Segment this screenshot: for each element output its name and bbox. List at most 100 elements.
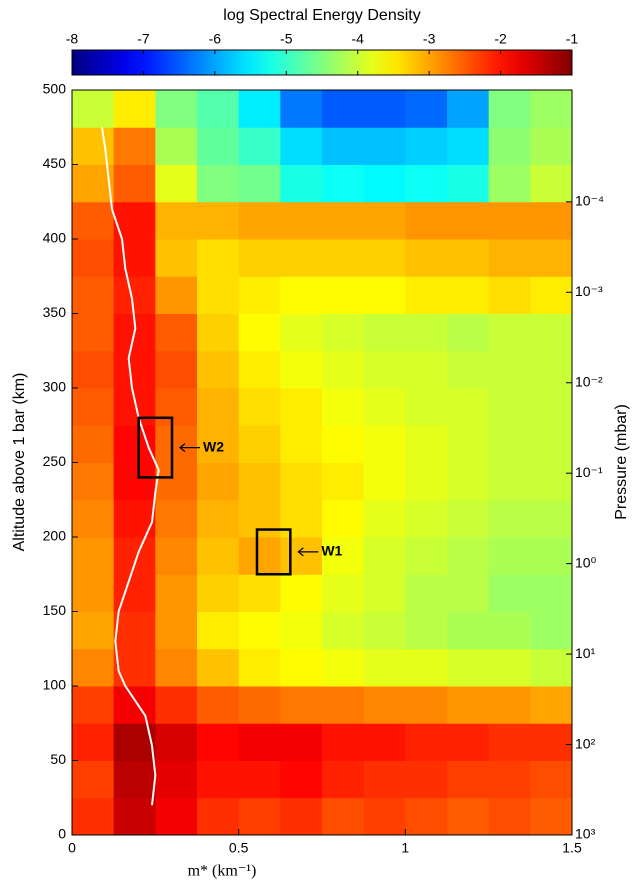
heatmap-cell bbox=[238, 760, 281, 799]
heatmap-cell bbox=[238, 388, 281, 426]
heatmap-cell bbox=[238, 499, 281, 538]
heatmap-cell bbox=[322, 611, 365, 650]
y-axis-label: Altitude above 1 bar (km) bbox=[11, 373, 28, 552]
y2-tick-label: 10⁻¹ bbox=[575, 464, 603, 480]
heatmap-cell bbox=[363, 499, 406, 538]
y-tick-label: 50 bbox=[50, 751, 66, 767]
heatmap-cell bbox=[322, 499, 365, 538]
heatmap-cell bbox=[447, 611, 490, 650]
heatmap-cell bbox=[530, 201, 573, 240]
heatmap-cell bbox=[72, 723, 115, 761]
heatmap-cell bbox=[113, 462, 156, 501]
y2-tick-label: 10¹ bbox=[575, 645, 596, 661]
heatmap-cell bbox=[322, 797, 365, 836]
heatmap-cell bbox=[322, 127, 365, 165]
heatmap-cell bbox=[72, 611, 115, 650]
heatmap-cell bbox=[280, 723, 323, 761]
heatmap-cell bbox=[113, 499, 156, 538]
annotation-label: W2 bbox=[203, 438, 224, 454]
heatmap-cell bbox=[447, 462, 490, 501]
heatmap-cell bbox=[280, 201, 323, 240]
heatmap-cell bbox=[488, 350, 531, 389]
heatmap-cell bbox=[197, 537, 240, 575]
heatmap-cell bbox=[488, 648, 531, 687]
heatmap-cell bbox=[197, 90, 240, 128]
heatmap-cell bbox=[72, 537, 115, 575]
heatmap-cell bbox=[280, 388, 323, 426]
heatmap-cell bbox=[72, 648, 115, 687]
y2-tick-label: 10⁻³ bbox=[575, 283, 603, 299]
y-tick-label: 0 bbox=[58, 826, 66, 842]
heatmap-cell bbox=[447, 127, 490, 165]
heatmap-cell bbox=[488, 760, 531, 799]
heatmap-cell bbox=[155, 239, 198, 277]
heatmap-cell bbox=[405, 127, 448, 165]
heatmap-cell bbox=[72, 350, 115, 389]
heatmap-cell bbox=[238, 648, 281, 687]
heatmap-cell bbox=[280, 611, 323, 650]
heatmap-cell bbox=[238, 462, 281, 501]
heatmap-cell bbox=[530, 425, 573, 463]
heatmap-cell bbox=[488, 425, 531, 463]
heatmap-cell bbox=[155, 388, 198, 426]
heatmap-cell bbox=[530, 537, 573, 575]
y-tick-label: 400 bbox=[43, 230, 67, 246]
heatmap-cell bbox=[447, 313, 490, 352]
heatmap-cell bbox=[197, 201, 240, 240]
heatmap-cell bbox=[488, 611, 531, 650]
heatmap-cell bbox=[197, 611, 240, 650]
heatmap-cell bbox=[238, 797, 281, 836]
heatmap-cell bbox=[322, 201, 365, 240]
heatmap-cell bbox=[447, 350, 490, 389]
y-tick-label: 150 bbox=[43, 602, 67, 618]
heatmap-cell bbox=[238, 537, 281, 575]
heatmap-cell bbox=[488, 388, 531, 426]
heatmap-cell bbox=[280, 574, 323, 612]
heatmap-cell bbox=[155, 313, 198, 352]
heatmap-cell bbox=[72, 686, 115, 724]
heatmap-cell bbox=[530, 797, 573, 836]
heatmap-cell bbox=[363, 388, 406, 426]
heatmap-cell bbox=[155, 276, 198, 314]
heatmap-cell bbox=[405, 90, 448, 128]
y2-tick-label: 10⁻⁴ bbox=[575, 193, 604, 209]
annotation-arrow bbox=[179, 443, 200, 453]
heatmap-cell bbox=[197, 127, 240, 165]
heatmap-cell bbox=[363, 648, 406, 687]
heatmap-cell bbox=[405, 797, 448, 836]
heatmap-cell bbox=[113, 164, 156, 203]
heatmap-cell bbox=[197, 164, 240, 203]
heatmap-cell bbox=[113, 760, 156, 799]
heatmap-cell bbox=[530, 313, 573, 352]
x-tick-label: 1.5 bbox=[562, 840, 582, 856]
heatmap-cell bbox=[72, 201, 115, 240]
heatmap-cell bbox=[322, 90, 365, 128]
heatmap-cell bbox=[113, 425, 156, 463]
heatmap-cell bbox=[363, 313, 406, 352]
heatmap-cell bbox=[155, 723, 198, 761]
heatmap-cell bbox=[72, 313, 115, 352]
y2-tick-label: 10³ bbox=[575, 826, 596, 842]
heatmap-cell bbox=[280, 797, 323, 836]
heatmap-cell bbox=[488, 201, 531, 240]
heatmap-cell bbox=[488, 127, 531, 165]
heatmap-cell bbox=[363, 90, 406, 128]
heatmap-cell bbox=[72, 574, 115, 612]
heatmap-cell bbox=[280, 350, 323, 389]
colorbar-tick-label: -1 bbox=[566, 31, 579, 47]
heatmap-cell bbox=[363, 201, 406, 240]
heatmap-cell bbox=[322, 648, 365, 687]
heatmap-cell bbox=[447, 723, 490, 761]
heatmap-cell bbox=[113, 648, 156, 687]
y2-tick-label: 10² bbox=[575, 735, 596, 751]
heatmap-cell bbox=[280, 313, 323, 352]
heatmap-cell bbox=[322, 686, 365, 724]
heatmap-cell bbox=[405, 537, 448, 575]
heatmap-cell bbox=[488, 164, 531, 203]
colorbar-tick-label: -4 bbox=[351, 31, 364, 47]
heatmap-cell bbox=[155, 537, 198, 575]
heatmap-cell bbox=[197, 723, 240, 761]
heatmap-cell bbox=[488, 239, 531, 277]
heatmap-cell bbox=[113, 90, 156, 128]
heatmap-cell bbox=[238, 239, 281, 277]
